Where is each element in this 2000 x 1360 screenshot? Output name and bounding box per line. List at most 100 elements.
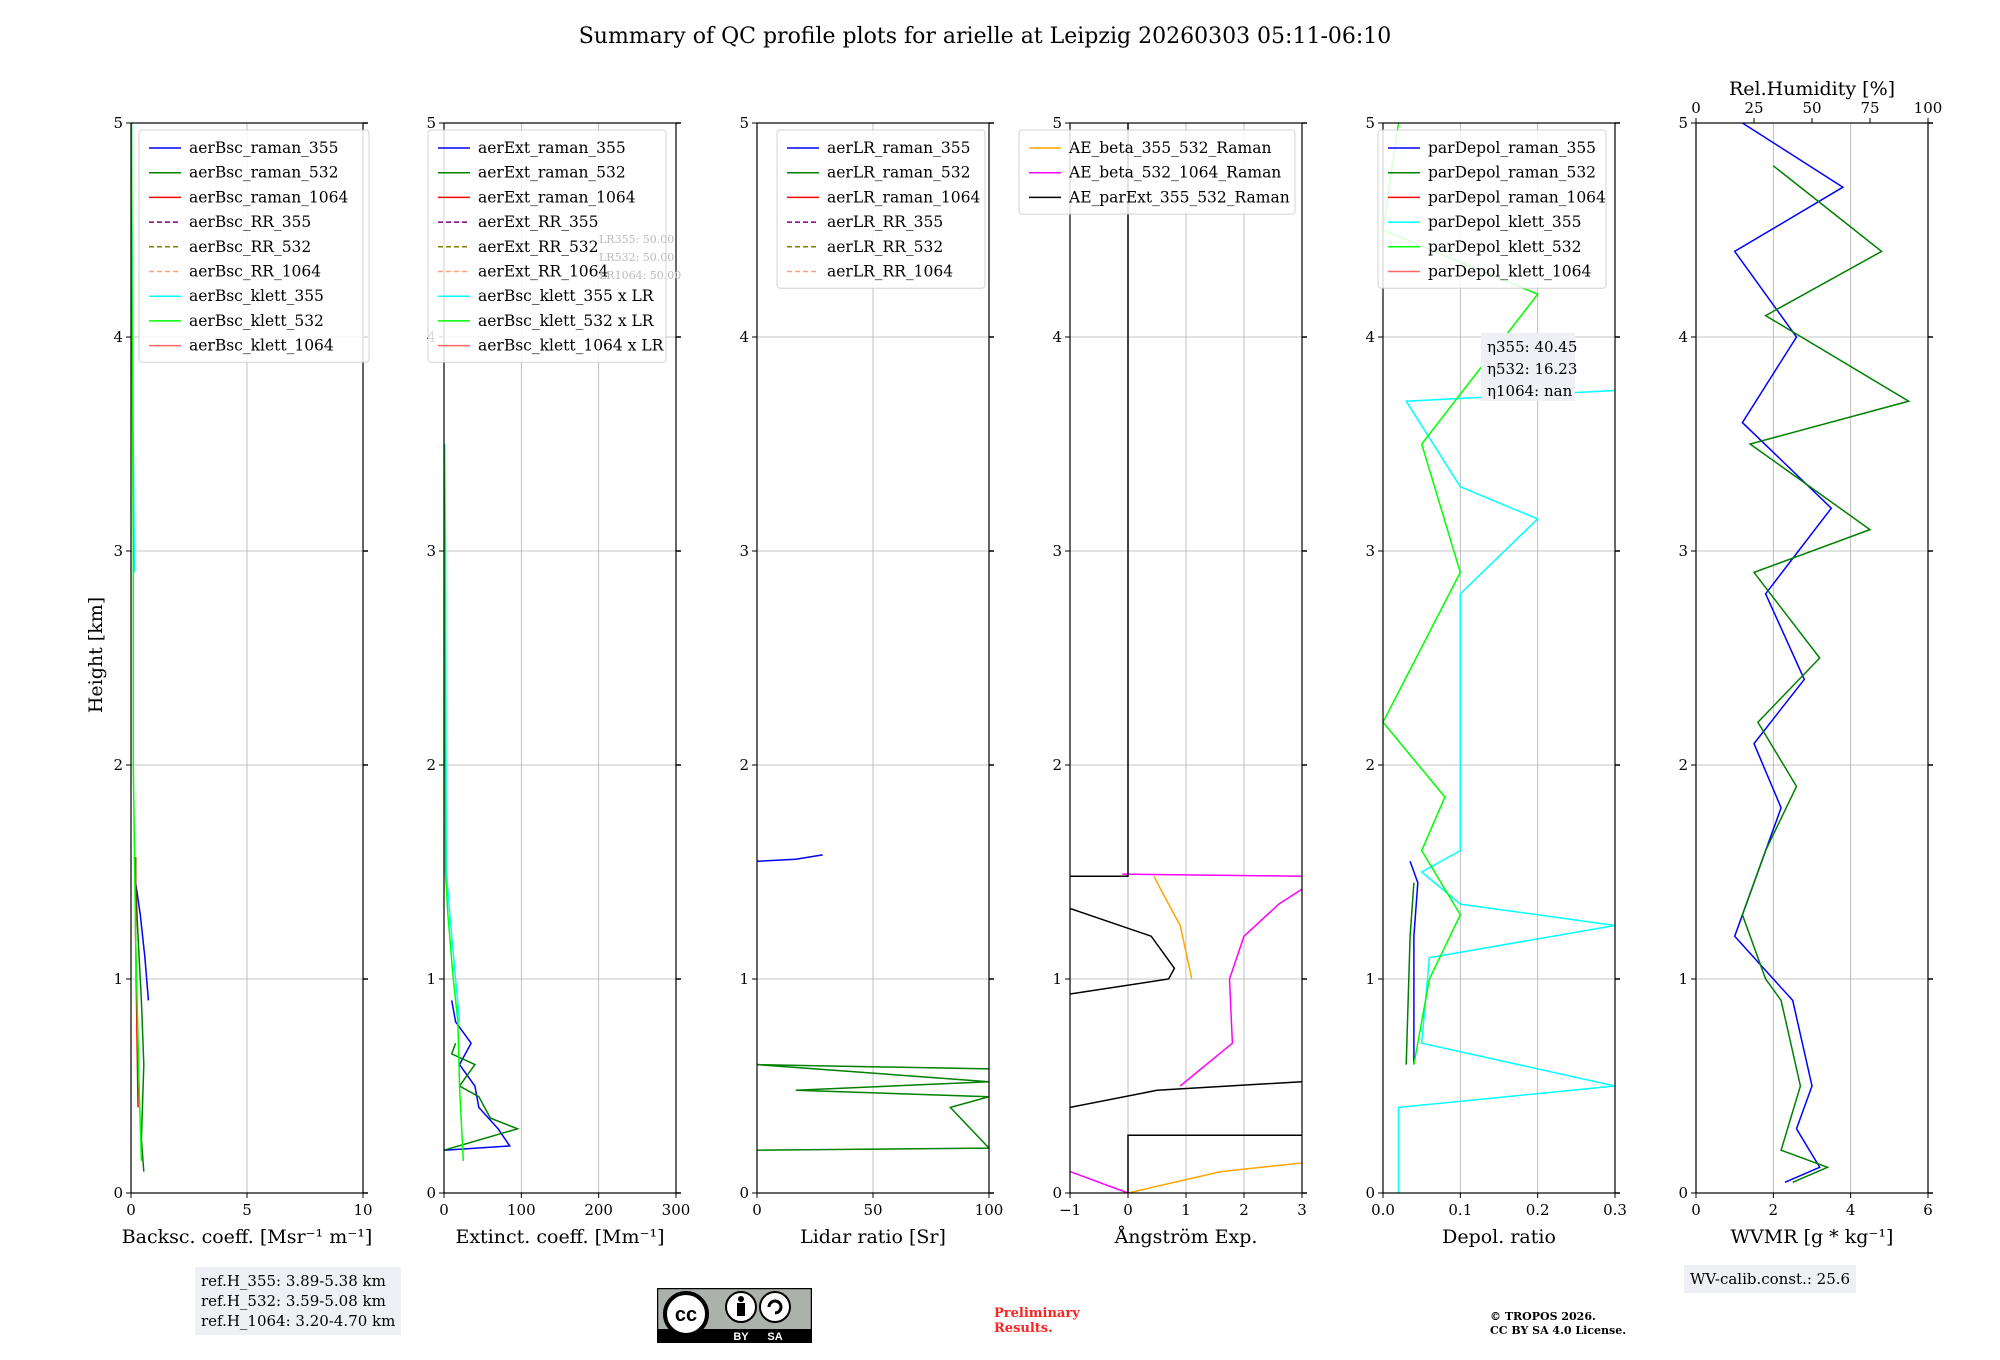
plot-frame [756, 122, 990, 1194]
x-tick-label: 0.0 [1371, 1201, 1395, 1219]
legend-label-parDepol_raman_355: parDepol_raman_355 [1428, 139, 1596, 157]
y-tick-label: 5 [739, 114, 749, 132]
series-aerBsc_klett_355 x LR [444, 443, 461, 1022]
y-tick-label: 2 [113, 756, 123, 774]
refh-355: ref.H_355: 3.89-5.38 km [201, 1272, 386, 1290]
legend-label-aerBsc_raman_355: aerBsc_raman_355 [189, 139, 339, 157]
x-tick-label: 5 [242, 1201, 252, 1219]
legend-box [776, 129, 986, 289]
refh-532: ref.H_532: 3.59-5.08 km [201, 1292, 386, 1310]
y-tick-label: 4 [113, 328, 123, 346]
panel-2: 0123450100200300Extinct. coeff. [Mm⁻¹]ae… [426, 114, 690, 1248]
x-tick-label: 10 [353, 1201, 372, 1219]
legend-label-aerExt_raman_1064: aerExt_raman_1064 [478, 188, 636, 206]
x-axis-label: Lidar ratio [Sr] [800, 1226, 946, 1248]
y-tick-label: 0 [426, 1184, 436, 1202]
legend-label-aerExt_RR_1064: aerExt_RR_1064 [478, 263, 609, 281]
series-AE_beta_355_532_Raman [1127, 1162, 1302, 1193]
legend-label-parDepol_klett_1064: parDepol_klett_1064 [1428, 263, 1591, 281]
wv-calibration-box: WV-calib.const.: 25.6 [1684, 1265, 1857, 1293]
series-AE_parExt_355_532_Raman [1070, 1080, 1302, 1109]
x-tick-label: 3 [1297, 1201, 1307, 1219]
series-AE_parExt_355_532_Raman [1070, 907, 1176, 995]
eta-annotation: η532: 16.23 [1487, 360, 1577, 378]
legend-label-aerBsc_klett_355 x LR: aerBsc_klett_355 x LR [478, 287, 655, 305]
series-parDepol_raman_532 [1405, 882, 1415, 1065]
y-tick-label: 0 [1678, 1184, 1688, 1202]
preliminary-line-2: Results. [994, 1321, 1053, 1336]
x-tick-label: 4 [1846, 1201, 1856, 1219]
legend-label-aerBsc_klett_1064 x LR: aerBsc_klett_1064 x LR [478, 337, 665, 355]
y-tick-label: 5 [113, 114, 123, 132]
x-tick-label: 2 [1239, 1201, 1249, 1219]
y-tick-label: 0 [1052, 1184, 1062, 1202]
legend-label-aerBsc_RR_532: aerBsc_RR_532 [189, 238, 311, 256]
y-axis-label: Height [km] [85, 597, 107, 713]
legend-label-aerExt_raman_532: aerExt_raman_532 [478, 164, 626, 182]
legend-label-aerBsc_klett_532: aerBsc_klett_532 [189, 312, 324, 330]
legend-box [138, 129, 370, 363]
lr-annotation: LR532: 50.00 [599, 251, 674, 264]
y-tick-label: 4 [1365, 328, 1375, 346]
legend-box [1018, 129, 1296, 215]
y-tick-label: 5 [1365, 114, 1375, 132]
x-axis-label: Depol. ratio [1442, 1226, 1556, 1248]
legend-label-aerBsc_klett_355: aerBsc_klett_355 [189, 287, 324, 305]
x-tick-label: 0.2 [1526, 1201, 1550, 1219]
y-tick-label: 4 [1678, 328, 1688, 346]
x-tick-label: 0.1 [1448, 1201, 1472, 1219]
series-aerLR_raman_355 [757, 854, 823, 863]
legend-label-AE_beta_532_1064_Raman: AE_beta_532_1064_Raman [1068, 164, 1281, 182]
x2-tick-label: 0 [1691, 99, 1701, 117]
series-aerBsc_klett_532 x LR [444, 443, 465, 1161]
legend-label-aerBsc_RR_1064: aerBsc_RR_1064 [189, 263, 321, 281]
y-tick-label: 3 [1678, 542, 1688, 560]
x-tick-label: 1 [1181, 1201, 1191, 1219]
plot-frame [443, 122, 677, 1194]
legend-label-AE_parExt_355_532_Raman: AE_parExt_355_532_Raman [1068, 188, 1290, 206]
y-tick-label: 2 [1052, 756, 1062, 774]
y-tick-label: 3 [113, 542, 123, 560]
legend-box [427, 129, 667, 363]
series-aerLR_raman_532 [757, 1063, 989, 1151]
legend-label-aerExt_raman_355: aerExt_raman_355 [478, 139, 626, 157]
cc-license-badge: cc BY SA [657, 1288, 812, 1343]
copyright-line-1: © TROPOS 2026. [1490, 1310, 1596, 1323]
panel-1: 0 1 2 3 4 5 0 5 10 Backsc. coeff. [Msr⁻¹ m⁻¹] aerB… [113, 114, 372, 1248]
series-AE_beta_355_532_Raman [1153, 875, 1193, 980]
panel-5: 0 1 2 3 4 5 0.0 0.1 0.2 0.3 Depol. ratio parDepol_r… [1365, 114, 1626, 1248]
x-tick-label: 0 [126, 1201, 136, 1219]
legend-label-aerBsc_raman_1064: aerBsc_raman_1064 [189, 188, 349, 206]
eta-annotation-box [1481, 333, 1575, 401]
legend-label-aerBsc_klett_1064: aerBsc_klett_1064 [189, 337, 334, 355]
eta-annotation: η355: 40.45 [1487, 338, 1577, 356]
plot-frame [1069, 122, 1303, 1194]
y-tick-label: 3 [1365, 542, 1375, 560]
x2-axis-label: Rel.Humidity [%] [1729, 78, 1895, 100]
y-tick-label: 2 [739, 756, 749, 774]
x2-tick-label: 100 [1914, 99, 1943, 117]
x-tick-label: 0.3 [1603, 1201, 1627, 1219]
lr-annotation: LR1064: 50.00 [599, 269, 681, 282]
x-tick-label: 0 [752, 1201, 762, 1219]
series-AE_beta_532_1064_Raman [1122, 873, 1302, 878]
legend-label-aerLR_RR_355: aerLR_RR_355 [827, 213, 943, 231]
x-axis-label: WVMR [g * kg⁻¹] [1731, 1226, 1894, 1248]
y-tick-label: 4 [1052, 328, 1062, 346]
y-tick-label: 0 [739, 1184, 749, 1202]
x-tick-label: 2 [1769, 1201, 1779, 1219]
x-tick-label: 0 [1123, 1201, 1133, 1219]
y-tick-label: 0 [113, 1184, 123, 1202]
reference-height-box: ref.H_355: 3.89-5.38 km ref.H_532: 3.59-… [195, 1267, 402, 1335]
figure-title: Summary of QC profile plots for arielle … [579, 24, 1392, 49]
x-tick-label: 0 [439, 1201, 449, 1219]
x-axis-label: Extinct. coeff. [Mm⁻¹] [455, 1226, 664, 1248]
refh-1064: ref.H_1064: 3.20-4.70 km [201, 1312, 396, 1330]
x-axis-label: Backsc. coeff. [Msr⁻¹ m⁻¹] [122, 1226, 373, 1248]
plot-frame [1382, 122, 1616, 1194]
x-tick-label: 100 [507, 1201, 536, 1219]
y-tick-label: 3 [426, 542, 436, 560]
